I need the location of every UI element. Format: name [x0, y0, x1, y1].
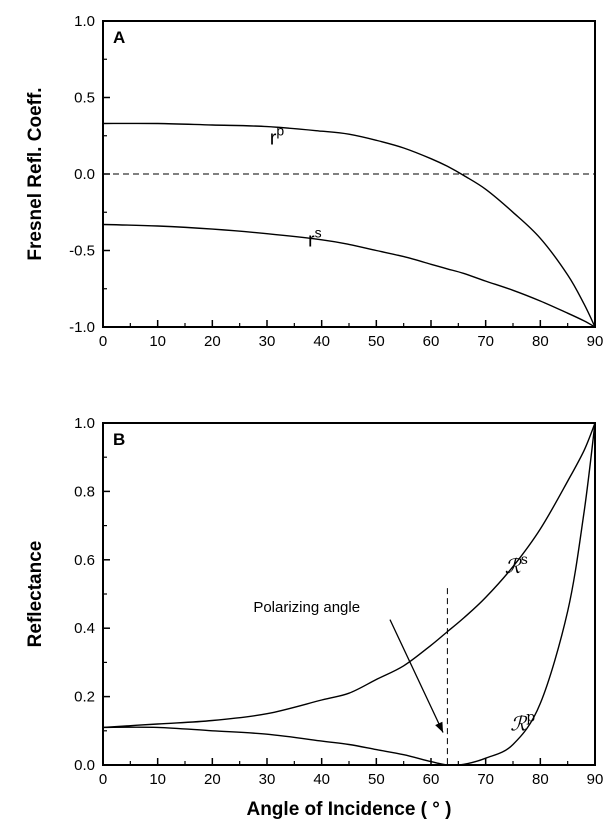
- x-tick-label: 70: [477, 771, 494, 788]
- y-tick-label: -1.0: [69, 319, 95, 336]
- y-tick-label: 0.8: [74, 483, 95, 500]
- series-line-Rs: [102, 422, 596, 729]
- x-tick-label: 0: [99, 333, 107, 350]
- panel-a: 0 10 20 30 40 50 60 70 80 90 -1.0-0.50.00.51.0 A …: [25, 13, 603, 350]
- x-tick-label: 30: [259, 771, 276, 788]
- y-tick-label: 0.0: [74, 757, 95, 774]
- series-label-reflectance-p: ℛp: [510, 709, 535, 735]
- polarizing-angle-arrow: [389, 619, 444, 733]
- x-tick-label: 10: [149, 771, 166, 788]
- series-label-rp: rp: [270, 123, 285, 150]
- polarizing-angle-annotation: Polarizing angle: [253, 599, 360, 616]
- panel-a-y-ticks: -1.0 -0.5 0.0 0.5 1.0: [69, 13, 110, 336]
- series-label-reflectance-s: ℛs: [505, 552, 528, 578]
- x-tick-label: 80: [532, 333, 549, 350]
- series-line-Rp: [102, 422, 596, 767]
- x-tick-label: 30: [259, 333, 276, 350]
- series-label-rp-sup: p: [276, 123, 284, 139]
- series-label-rs-sup: s: [315, 224, 322, 240]
- series-label-reflectance-s-sup: s: [521, 552, 528, 568]
- x-tick-label: 70: [477, 333, 494, 350]
- polarizing-angle-arrowhead: [435, 721, 444, 733]
- y-tick-label: 1.0: [74, 13, 95, 30]
- x-tick-label: 20: [204, 771, 221, 788]
- panel-b-series: [102, 422, 596, 767]
- x-tick-label: 50: [368, 771, 385, 788]
- x-tick-label: 60: [423, 333, 440, 350]
- x-tick-label: 40: [313, 333, 330, 350]
- x-tick-label: 60: [423, 771, 440, 788]
- x-tick-label: 20: [204, 333, 221, 350]
- series-line-rp: [102, 122, 596, 328]
- x-tick-label: 40: [313, 771, 330, 788]
- y-tick-label: 0.5: [74, 90, 95, 107]
- series-label-rp-base: r: [270, 128, 277, 150]
- y-tick-label: 0.0: [74, 166, 95, 183]
- x-tick-label: 10: [149, 333, 166, 350]
- series-label-rs-base: r: [308, 229, 315, 251]
- panel-b: 0 10 20 30 40 50 60 70 80 90 0.0 0.2 0.4 0.6 0.8 1.0 B…: [25, 415, 603, 820]
- panel-b-letter: B: [113, 430, 125, 449]
- x-tick-label: 80: [532, 771, 549, 788]
- series-line-rs: [102, 223, 596, 328]
- x-tick-label: 90: [587, 771, 604, 788]
- series-label-reflectance-p-sup: p: [526, 709, 535, 725]
- panel-b-x-ticks: 0 10 20 30 40 50 60 70 80 90: [99, 758, 604, 788]
- panel-a-y-axis-label: Fresnel Refl. Coeff.: [25, 87, 46, 260]
- y-tick-label: 0.6: [74, 552, 95, 569]
- panel-a-letter: A: [113, 28, 125, 47]
- x-tick-label: 90: [587, 333, 604, 350]
- y-tick-label: 0.2: [74, 689, 95, 706]
- y-tick-label: 1.0: [74, 415, 95, 432]
- y-tick-label: 0.4: [74, 620, 95, 637]
- panel-b-y-axis-label: Reflectance: [25, 541, 46, 648]
- x-tick-label: 0: [99, 771, 107, 788]
- panel-b-y-ticks: 0.0 0.2 0.4 0.6 0.8 1.0: [74, 415, 110, 774]
- series-label-reflectance-s-base: ℛ: [505, 554, 523, 578]
- panel-b-x-axis-label: Angle of Incidence ( ° ): [246, 799, 451, 820]
- panel-a-x-ticks: 0 10 20 30 40 50 60 70 80 90: [99, 320, 604, 350]
- series-label-reflectance-p-base: ℛ: [510, 711, 528, 735]
- x-tick-label: 50: [368, 333, 385, 350]
- series-label-rs: rs: [308, 224, 322, 251]
- panel-a-series: [102, 122, 596, 328]
- y-tick-label: -0.5: [69, 243, 95, 260]
